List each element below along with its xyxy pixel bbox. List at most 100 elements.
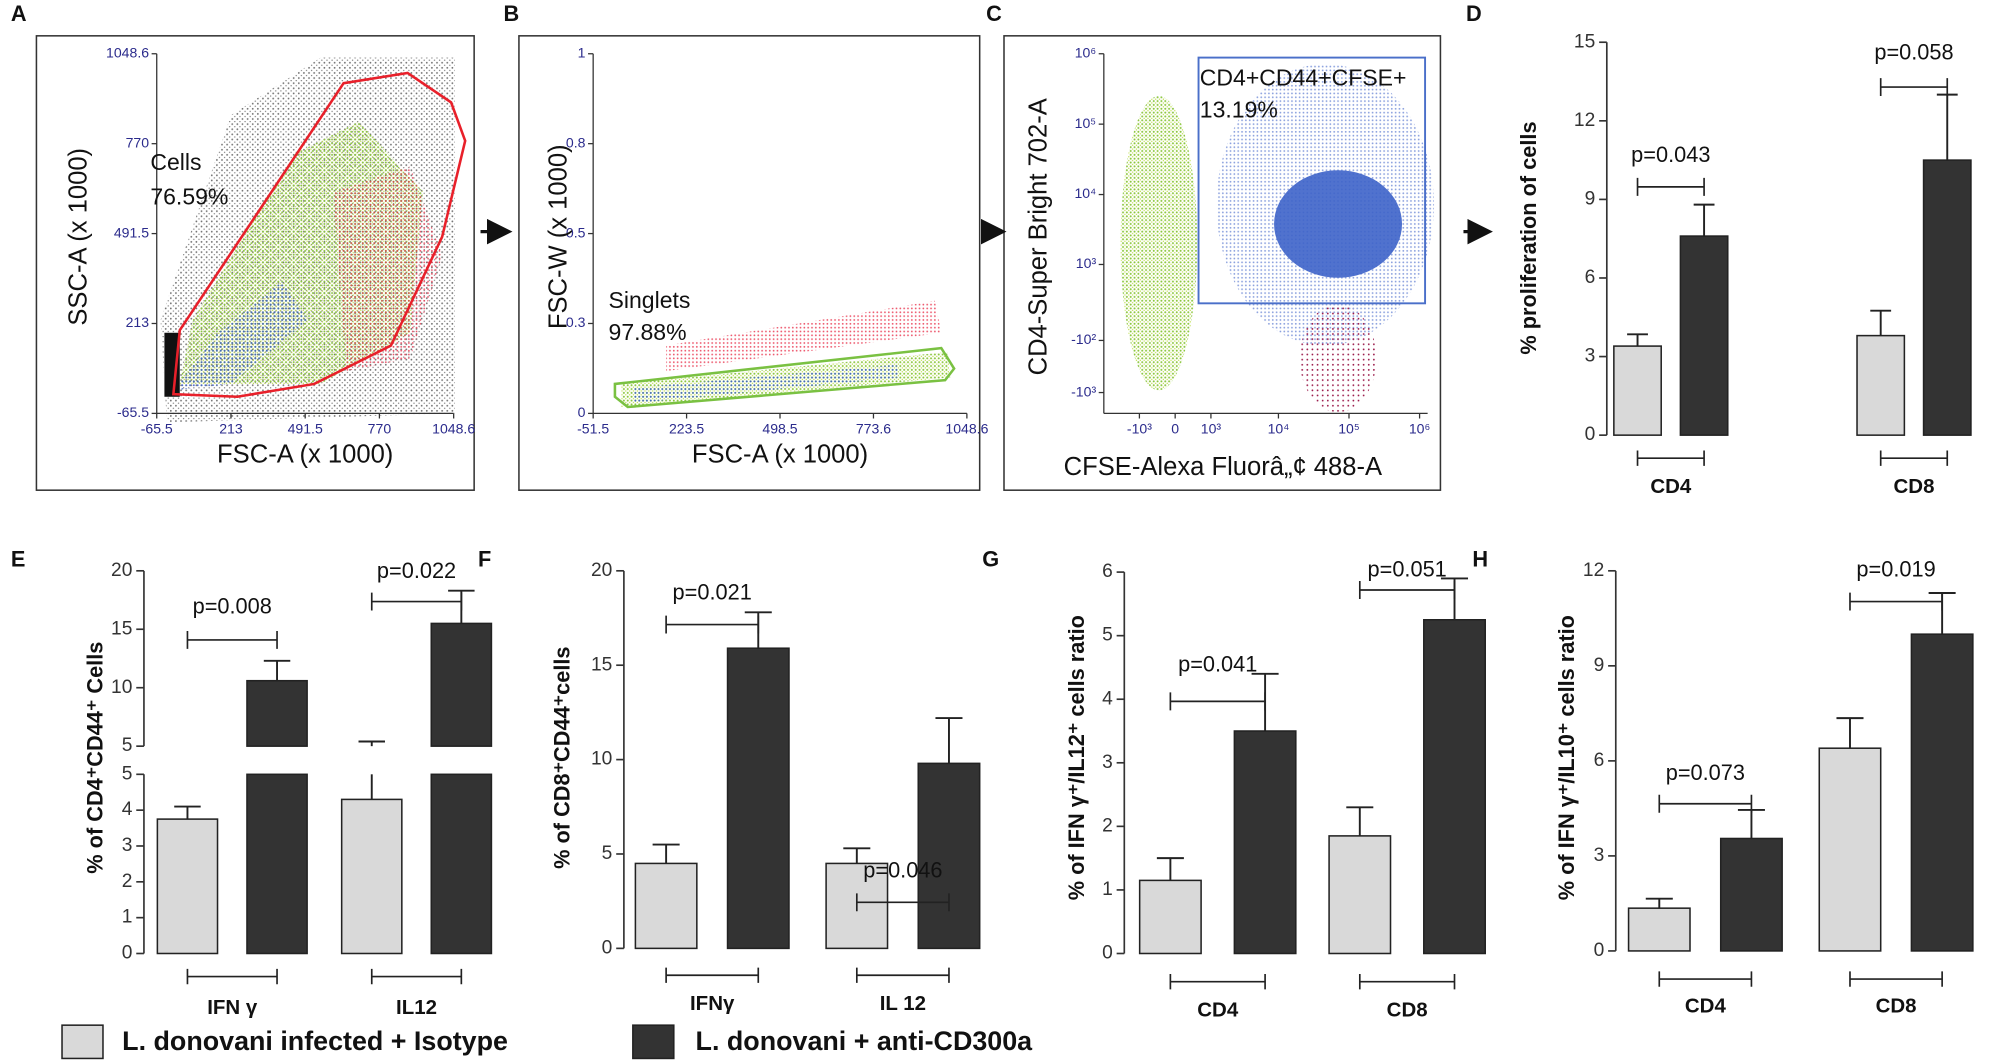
y-tick-label: 4: [1102, 688, 1113, 709]
legend-swatch: [61, 1024, 104, 1060]
panel-letter: G: [982, 546, 999, 571]
p-value: p=0.058: [1874, 40, 1953, 65]
gate-label: 76.59%: [150, 183, 228, 209]
x-tick-label: CD4: [1685, 995, 1727, 1018]
y-tick-label: 10⁴: [1074, 185, 1096, 201]
y-tick-label: 15: [111, 618, 132, 639]
bar: [1627, 907, 1691, 952]
x-axis-label: FSC-A (x 1000): [692, 440, 868, 468]
bar: [1233, 730, 1297, 955]
y-tick-label: 10⁶: [1075, 44, 1096, 60]
x-tick-label: IL 12: [880, 992, 926, 1015]
y-tick-label: 1: [578, 44, 586, 60]
p-value: p=0.041: [1178, 651, 1257, 676]
x-tick-label: 1048.6: [945, 421, 988, 437]
bar: [430, 773, 493, 955]
p-value: p=0.051: [1368, 557, 1447, 582]
x-tick-label: IL12: [396, 996, 437, 1019]
y-tick-label: 3: [1594, 845, 1605, 866]
panel-letter: H: [1472, 546, 1488, 571]
x-tick-label: 10⁶: [1409, 421, 1430, 437]
x-tick-label: 773.6: [856, 421, 891, 437]
legend-label: L. donovani + anti-CD300a: [696, 1026, 1034, 1056]
panel-letter: F: [478, 546, 491, 571]
bar: [1922, 159, 1972, 436]
legend-label: L. donovani infected + Isotype: [122, 1026, 508, 1056]
x-tick-label: CD8: [1387, 998, 1428, 1021]
panel-letter: C: [986, 1, 1002, 26]
gate-label: Cells: [150, 149, 201, 175]
y-tick-label: 0: [602, 937, 613, 958]
bar: [1856, 334, 1906, 436]
group-bracket: [1358, 973, 1456, 990]
y-tick-label: 1: [122, 907, 133, 928]
y-tick-label: 3: [1102, 752, 1113, 773]
p-value: p=0.046: [863, 857, 942, 882]
y-tick-label: 0.5: [566, 224, 586, 240]
panel-letter: E: [11, 546, 26, 571]
y-tick-label: 10: [111, 677, 132, 698]
p-bracket: [855, 893, 950, 912]
y-axis-label: % proliferation of cells: [1516, 121, 1541, 354]
y-tick-label: 3: [1585, 346, 1596, 367]
x-tick-label: 0: [1171, 421, 1179, 437]
y-tick-label: 5: [122, 735, 133, 756]
x-tick-label: 498.5: [762, 421, 797, 437]
bar: [1818, 747, 1882, 952]
y-tick-label: 10: [591, 749, 612, 770]
y-tick-label: 6: [1594, 750, 1605, 771]
y-tick-label: 5: [602, 843, 613, 864]
group-bracket: [1879, 450, 1949, 466]
y-tick-label: 10⁵: [1075, 115, 1096, 131]
x-tick-label: 10⁵: [1338, 421, 1359, 437]
y-tick-label: 5: [122, 763, 133, 784]
bar: [156, 818, 219, 955]
y-axis-label: % of CD4⁺CD44⁺ Cells: [82, 642, 107, 874]
y-tick-label: 1048.6: [106, 44, 149, 60]
group-bracket: [1658, 971, 1753, 987]
y-tick-label: 15: [591, 654, 612, 675]
y-tick-label: 20: [591, 560, 612, 581]
x-axis-label: CFSE-Alexa Fluorâ„¢ 488-A: [1064, 453, 1383, 481]
y-tick-label: 0: [1102, 943, 1113, 964]
bar: [430, 622, 493, 747]
x-tick-label: 223.5: [669, 421, 704, 437]
y-tick-label: 770: [126, 134, 150, 150]
y-axis-label: FSC-W (x 1000): [545, 144, 573, 329]
gate-label: CD4+CD44+CFSE+: [1200, 64, 1407, 90]
p-bracket: [1636, 177, 1705, 196]
p-value: p=0.019: [1856, 557, 1935, 582]
y-tick-label: 213: [126, 314, 150, 330]
y-tick-label: 9: [1585, 188, 1596, 209]
bar: [1719, 837, 1783, 952]
y-tick-label: -10³: [1071, 383, 1096, 399]
y-tick-label: 6: [1102, 561, 1113, 582]
p-value: p=0.008: [193, 594, 272, 619]
group-bracket: [1169, 973, 1266, 990]
y-tick-label: 15: [1574, 31, 1595, 52]
bar: [726, 647, 790, 950]
x-tick-label: 213: [219, 421, 243, 437]
bar: [1613, 345, 1662, 436]
y-tick-label: 2: [1102, 815, 1113, 836]
panel-letter: B: [504, 1, 520, 26]
bar: [1423, 619, 1486, 955]
p-bracket: [1849, 592, 1943, 611]
y-tick-label: 9: [1594, 655, 1605, 676]
p-value: p=0.043: [1631, 142, 1710, 167]
bar: [246, 679, 308, 747]
group-bracket: [186, 968, 278, 985]
p-bracket: [1879, 78, 1949, 96]
y-tick-label: -10²: [1071, 331, 1096, 347]
y-tick-label: 0: [1594, 940, 1605, 961]
p-bracket: [1358, 581, 1456, 599]
p-bracket: [665, 615, 760, 634]
x-tick-label: CD4: [1197, 998, 1239, 1021]
bar: [1910, 633, 1974, 952]
y-tick-label: 3: [122, 835, 133, 856]
x-tick-label: IFNγ: [690, 992, 735, 1015]
y-tick-label: 0: [578, 404, 586, 420]
y-tick-label: 5: [1102, 625, 1113, 646]
bar: [340, 798, 403, 955]
y-axis-label: % of CD8⁺CD44⁺cells: [549, 646, 574, 868]
